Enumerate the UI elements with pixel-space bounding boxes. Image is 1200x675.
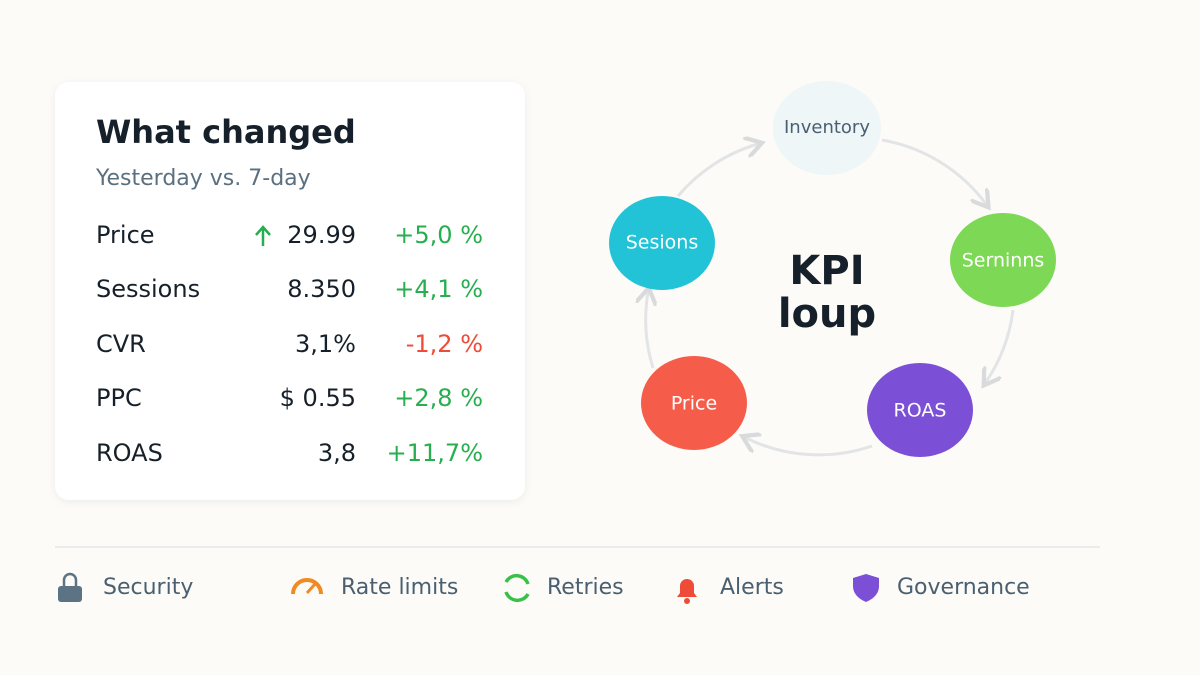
row-value: 8.350 — [287, 275, 356, 303]
row-change: -1,2 % — [406, 330, 483, 358]
row-value: $ 0.55 — [280, 384, 356, 412]
center-title: loup — [778, 291, 876, 337]
footer-label[interactable]: Rate limits — [341, 575, 458, 600]
node — [641, 356, 747, 450]
node — [950, 213, 1056, 307]
arrow — [986, 309, 1015, 382]
card-subtitle: Yesterday vs. 7-day — [95, 166, 311, 191]
footer-label[interactable]: Security — [103, 575, 193, 600]
footer-label[interactable]: Retries — [547, 575, 624, 600]
row-change: +2,8 % — [394, 384, 483, 412]
node-label: Inventory — [784, 117, 870, 138]
arrow — [646, 292, 653, 369]
row-value: 3,1% — [295, 330, 356, 358]
node-label: Serninns — [962, 250, 1045, 272]
row-label: CVR — [96, 330, 146, 358]
node-label: ROAS — [894, 400, 947, 422]
bell-icon — [684, 598, 690, 604]
up-arrow — [255, 225, 271, 246]
node — [609, 196, 715, 290]
shield-icon — [853, 574, 879, 602]
bell-icon — [677, 579, 697, 597]
loop-arrows — [646, 138, 1015, 457]
node — [867, 363, 973, 457]
row-change: +11,7% — [387, 439, 483, 467]
arrow — [746, 438, 873, 457]
card-title: What changed — [96, 113, 356, 151]
rows: Price 29.99 +5,0 % Sessions 8.350 +4,1 %… — [96, 221, 483, 467]
lock-icon — [62, 572, 78, 587]
center-title: KPI — [789, 248, 864, 294]
card — [55, 82, 525, 500]
row-label: ROAS — [96, 439, 163, 467]
lock-icon — [58, 586, 82, 602]
gauge-icon — [291, 578, 323, 595]
footer-label[interactable]: Governance — [897, 575, 1030, 600]
node — [773, 81, 881, 175]
row-value: 29.99 — [287, 221, 356, 249]
row-change: +5,0 % — [394, 221, 483, 249]
row-change: +4,1 % — [394, 275, 483, 303]
row-label: PPC — [96, 384, 142, 412]
row-value: 3,8 — [318, 439, 356, 467]
row-label: Sessions — [96, 275, 200, 303]
gauge-icon — [305, 583, 317, 594]
node-label: Price — [671, 393, 717, 415]
retry-icon — [504, 573, 530, 603]
row-label: Price — [96, 221, 155, 249]
footer: Security Rate limits Retries Alerts Gove… — [58, 572, 1030, 604]
footer-label[interactable]: Alerts — [720, 575, 784, 600]
arrow — [881, 138, 986, 204]
arrow — [676, 144, 758, 197]
node-label: Sesions — [626, 232, 699, 254]
